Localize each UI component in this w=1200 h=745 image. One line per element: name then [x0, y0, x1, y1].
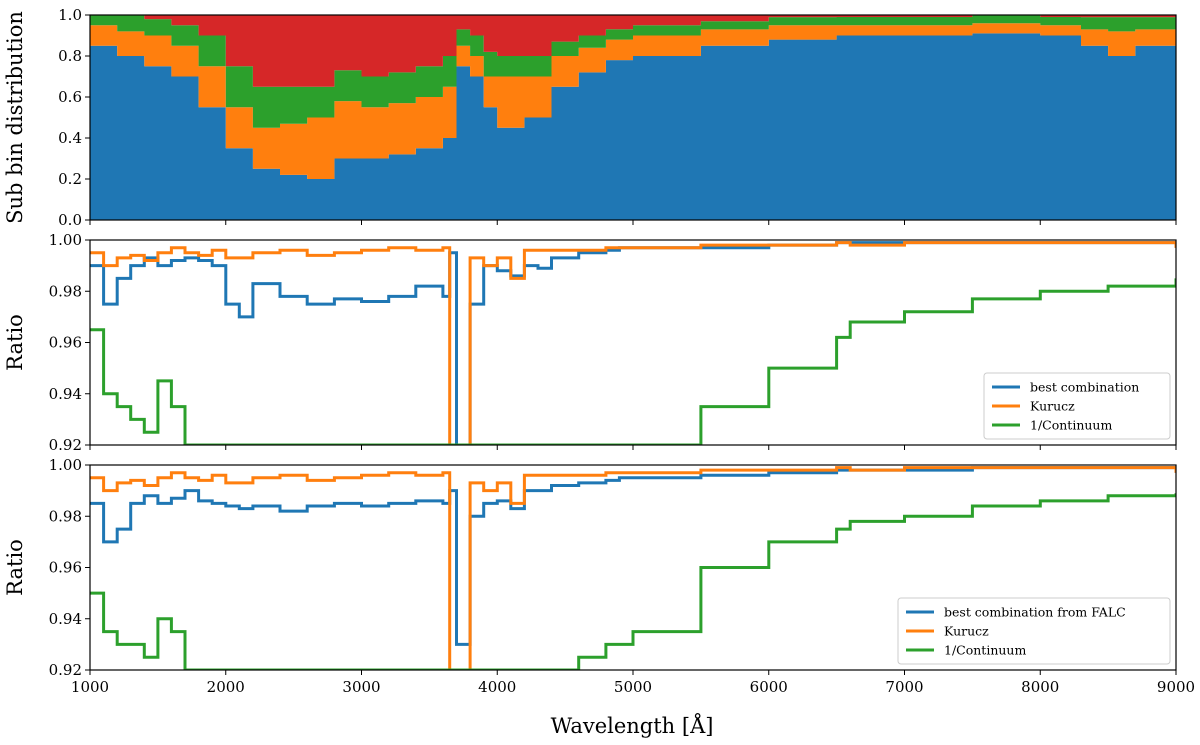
y-tick-label: 1.00: [49, 456, 82, 474]
area-series-1: [90, 33, 1176, 220]
panels: 0.0 0.2 0.4 0.6 0.8 1.0 Sub bin distribution be…: [3, 6, 1195, 696]
x-tick-label: 1000: [71, 678, 109, 696]
x-tick-label: 4000: [478, 678, 516, 696]
y-tick-label: 1.0: [58, 6, 82, 24]
y-tick-label: 0.98: [49, 282, 82, 300]
area-series-2: [90, 23, 1176, 180]
x-tick-label: 9000: [1157, 678, 1195, 696]
y-tick-label: 0.92: [49, 661, 82, 679]
y-axis-title: Sub bin distribution: [3, 11, 27, 224]
y-tick-label: 0.4: [58, 129, 82, 147]
panel-1: 0.0 0.2 0.4 0.6 0.8 1.0 Sub bin distribution: [3, 6, 1177, 229]
legend: best combination Kurucz 1/Continuum: [983, 372, 1171, 440]
y-tick-label: 0.2: [58, 170, 82, 188]
panel-3: best combination from FALC Kurucz 1/Contin…: [3, 456, 1195, 696]
legend-label-2: Kurucz: [944, 624, 989, 639]
area-series-4: [90, 15, 1176, 87]
x-tick-label: 7000: [885, 678, 923, 696]
legend-label-1: best combination: [1030, 380, 1139, 395]
plot-area: [90, 241, 1176, 445]
plot-area: [90, 466, 1176, 670]
x-tick-label: 8000: [1021, 678, 1059, 696]
y-tick-label: 0.94: [49, 385, 82, 403]
line-series-3: [90, 493, 1176, 670]
y-tick-label: 1.00: [49, 231, 82, 249]
y-tick-label: 0.8: [58, 47, 82, 65]
x-tick-label: 3000: [342, 678, 380, 696]
y-tick-label: 0.96: [49, 334, 82, 352]
y-tick-label: 0.96: [49, 559, 82, 577]
y-axis-title: Ratio: [3, 314, 27, 371]
y-tick-label: 0.6: [58, 88, 82, 106]
legend-frame: [983, 372, 1171, 440]
legend-label-2: Kurucz: [1030, 399, 1075, 414]
y-tick-label: 0.92: [49, 436, 82, 454]
legend-label-3: 1/Continuum: [944, 643, 1026, 658]
line-series-2: [90, 241, 1176, 445]
legend-frame: [897, 597, 1171, 665]
x-axis-title: Wavelength [Å]: [551, 713, 714, 738]
area-series-3: [90, 15, 1176, 128]
x-tick-label: 2000: [207, 678, 245, 696]
legend: best combination from FALC Kurucz 1/Contin…: [897, 597, 1171, 665]
y-axis-title: Ratio: [3, 539, 27, 596]
panel-2: best combination Kurucz 1/Continuum 0.92 0.9…: [3, 231, 1177, 454]
y-tick-label: 0.98: [49, 507, 82, 525]
plot-area: [90, 15, 1176, 220]
legend-label-1: best combination from FALC: [944, 605, 1126, 620]
x-tick-label: 5000: [614, 678, 652, 696]
line-series-1: [90, 466, 1176, 646]
y-tick-label: 0.94: [49, 610, 82, 628]
legend-label-3: 1/Continuum: [1030, 418, 1112, 433]
line-series-3: [90, 278, 1176, 445]
y-tick-label: 0.0: [58, 211, 82, 229]
x-tick-label: 6000: [750, 678, 788, 696]
line-series-2: [90, 466, 1176, 670]
